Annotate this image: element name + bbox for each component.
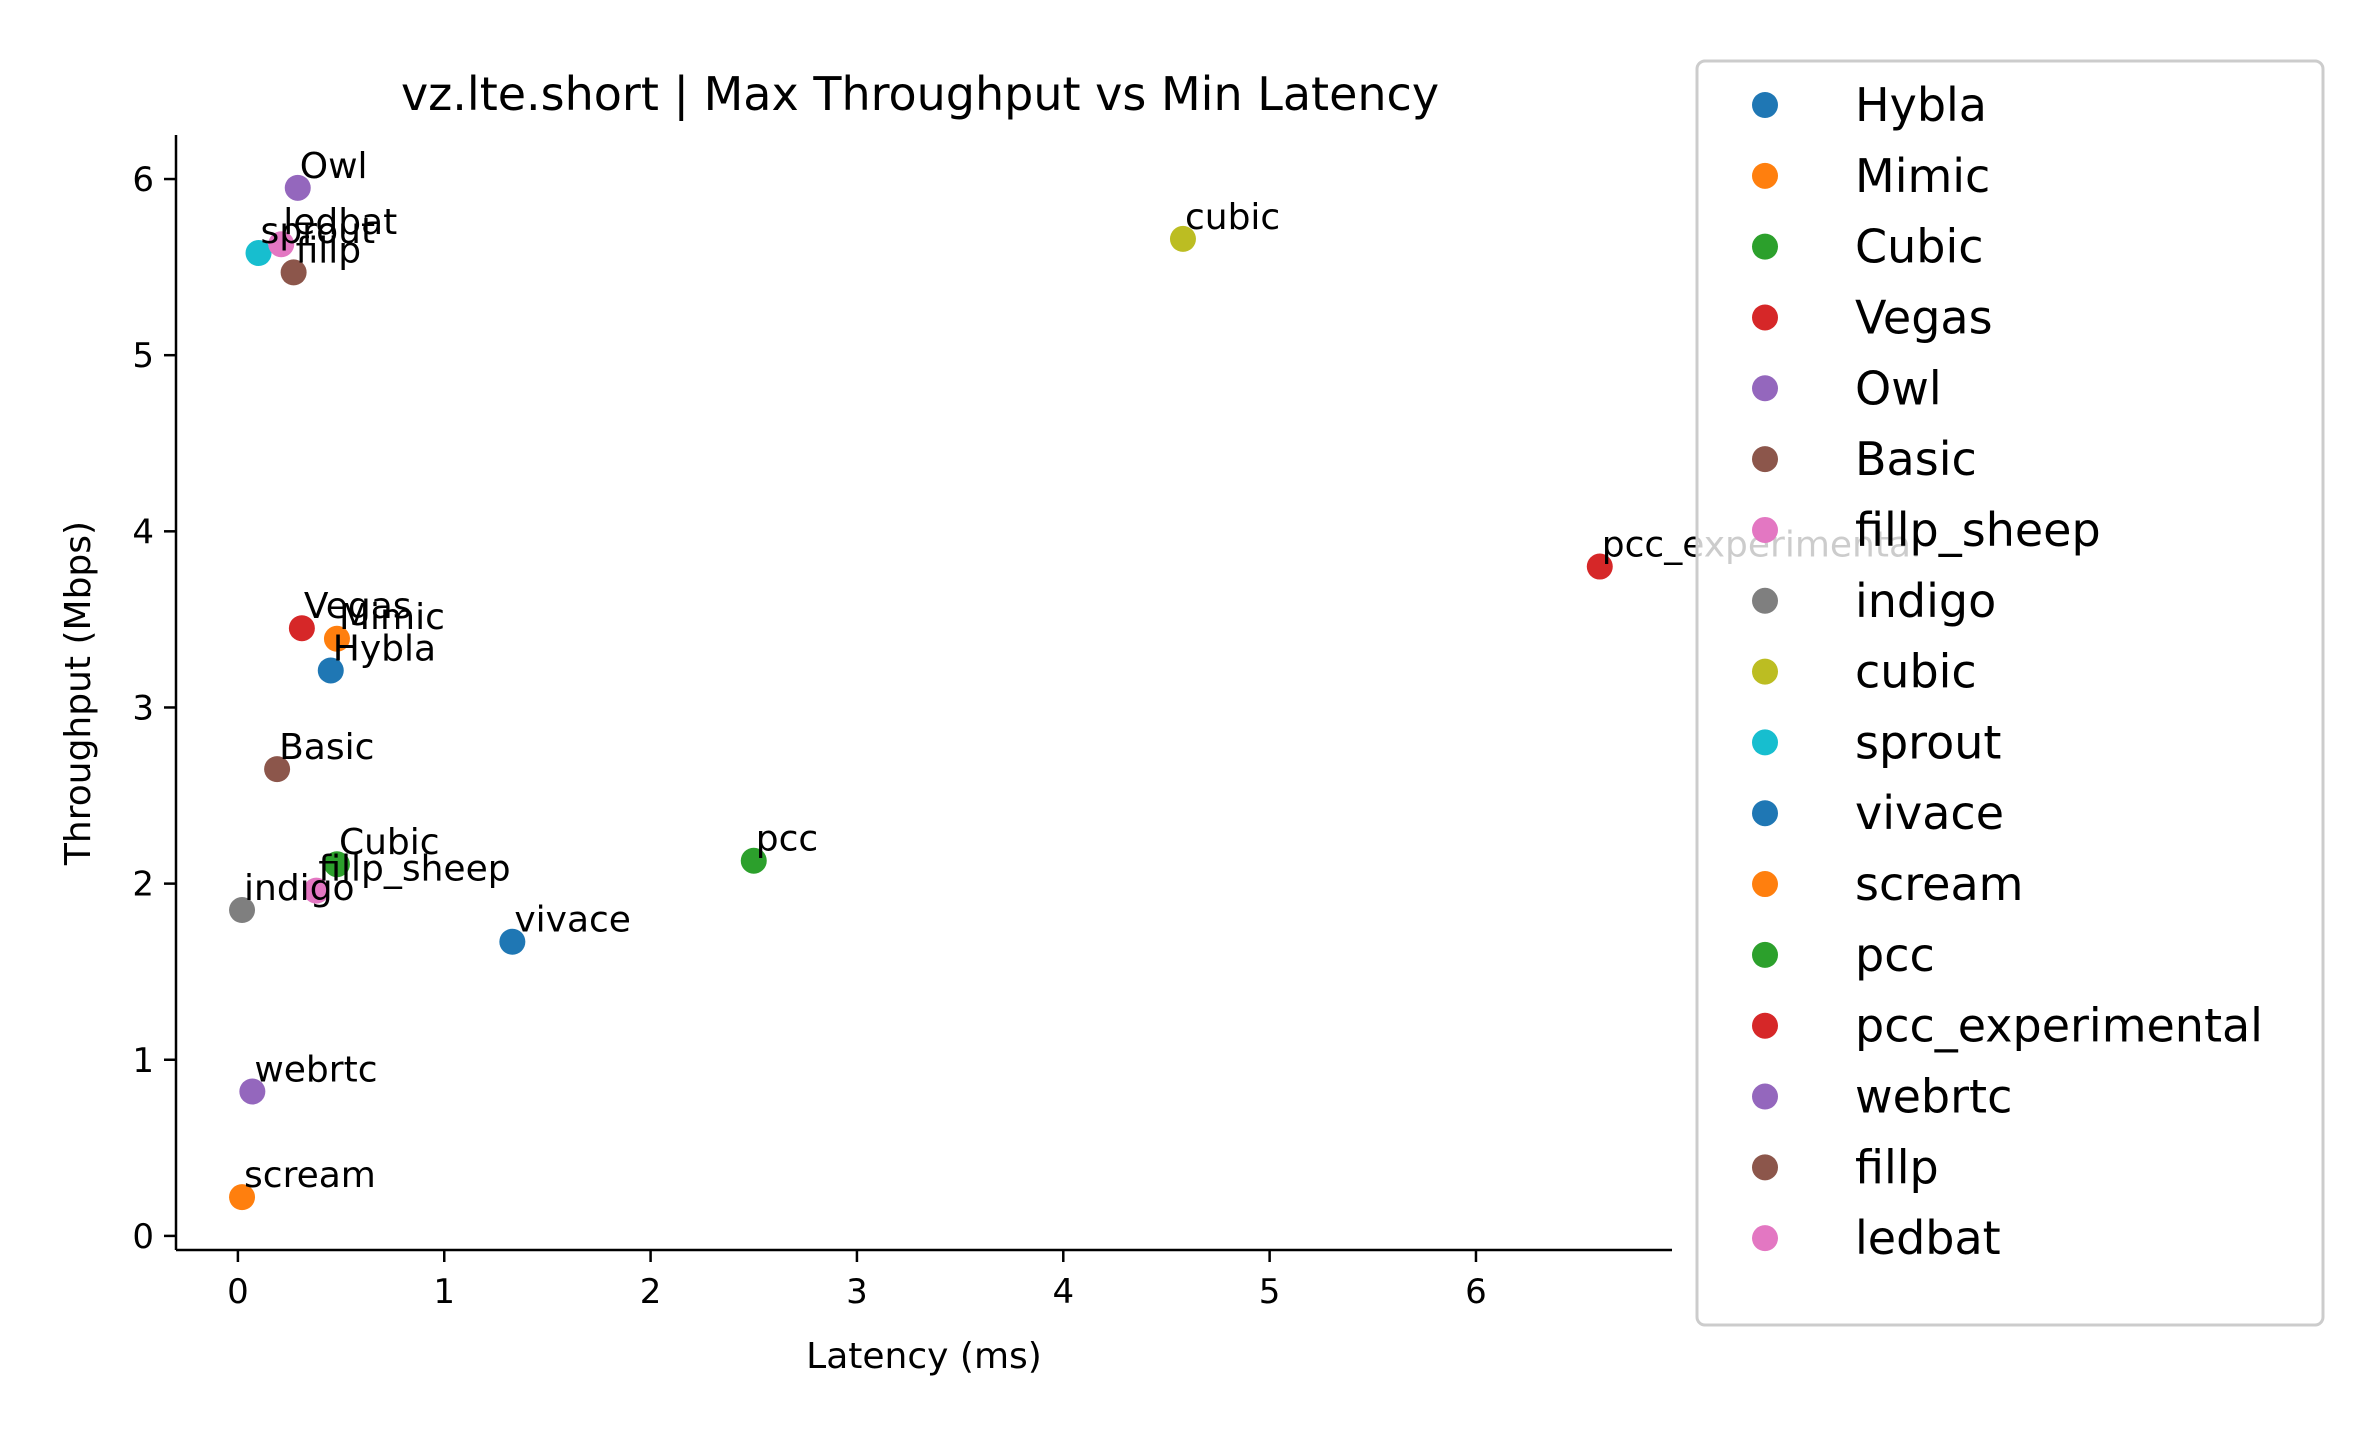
data-point-fillp-sheep <box>303 877 330 904</box>
legend-marker <box>1752 446 1778 473</box>
x-tick-label: 6 <box>1465 1272 1487 1312</box>
legend-label: fillp_sheep <box>1855 503 2101 557</box>
point-label: Hybla <box>333 628 436 669</box>
y-axis-title: Throughput (Mbps) <box>58 521 99 866</box>
legend-label: pcc_experimental <box>1855 999 2263 1053</box>
y-tick-label: 1 <box>132 1041 154 1081</box>
point-label: vivace <box>514 900 631 941</box>
x-tick-label: 0 <box>227 1272 249 1312</box>
legend-marker <box>1752 658 1778 685</box>
data-point-webrtc <box>239 1078 266 1105</box>
data-point-cubic <box>323 851 350 878</box>
legend-marker <box>1752 92 1778 118</box>
point-label: Mimic <box>339 597 445 638</box>
y-tick-label: 3 <box>132 688 154 728</box>
legend-marker <box>1752 1225 1778 1252</box>
data-point-pcc <box>740 847 767 874</box>
legend-label: pcc <box>1855 928 1935 982</box>
legend-label: cubic <box>1855 645 1977 699</box>
legend-label: indigo <box>1855 574 1996 628</box>
x-ticks: 0 1 2 3 4 5 6 <box>227 1250 1487 1312</box>
legend-label: Vegas <box>1855 290 1993 344</box>
legend: Hybla Mimic Cubic Vegas Owl Basic fillp_sheepi… <box>1695 59 2325 1327</box>
legend-label: Cubic <box>1855 220 1984 274</box>
x-tick-label: 4 <box>1052 1272 1074 1312</box>
x-tick-label: 1 <box>433 1272 455 1312</box>
legend-label: webrtc <box>1855 1070 2012 1124</box>
y-tick-label: 0 <box>132 1217 154 1257</box>
point-label: indigo <box>244 868 355 909</box>
data-point-cubic <box>1169 225 1196 252</box>
x-tick-label: 5 <box>1259 1272 1281 1312</box>
point-label: ledbat <box>283 202 397 243</box>
legend-marker <box>1752 800 1778 827</box>
legend-label: vivace <box>1855 786 2004 840</box>
point-label: Vegas <box>304 586 412 627</box>
x-axis-title: Latency (ms) <box>806 1336 1042 1377</box>
x-tick-label: 3 <box>846 1272 868 1312</box>
legend-label: fillp <box>1855 1140 1939 1194</box>
x-tick-label: 2 <box>640 1272 662 1312</box>
legend-marker <box>1752 304 1778 331</box>
point-label: cubic <box>1185 197 1280 238</box>
legend-marker <box>1752 375 1778 402</box>
y-tick-label: 5 <box>132 336 154 376</box>
legend-marker <box>1752 516 1778 543</box>
legend-box <box>1695 59 2325 1327</box>
data-point-hybla <box>317 657 344 684</box>
data-point-vegas <box>288 615 315 642</box>
legend-label: Basic <box>1855 432 1977 486</box>
point-label: Basic <box>279 727 374 768</box>
legend-marker <box>1752 941 1778 968</box>
legend-label: Owl <box>1855 361 1942 415</box>
legend-label: scream <box>1855 857 2023 911</box>
y-tick-label: 4 <box>132 512 154 552</box>
chart-title: vz.lte.short | Max Throughput vs Min Lat… <box>401 67 1439 122</box>
point-label: webrtc <box>254 1049 377 1090</box>
legend-marker <box>1752 1012 1778 1039</box>
legend-label: Mimic <box>1855 149 1990 203</box>
data-point-vivace <box>499 928 526 955</box>
legend-marker <box>1752 233 1778 260</box>
legend-marker <box>1752 871 1778 898</box>
y-tick-label: 2 <box>132 865 154 905</box>
legend-marker <box>1752 1154 1778 1181</box>
data-point-scream <box>229 1184 256 1211</box>
data-point-owl <box>284 174 311 201</box>
data-point-pcc-experimental <box>1586 553 1613 580</box>
data-point-fillp <box>280 259 307 286</box>
y-tick-label: 6 <box>132 160 154 200</box>
point-label: sprout <box>261 211 376 252</box>
legend-marker <box>1752 162 1778 189</box>
legend-marker <box>1752 729 1778 756</box>
point-label: Owl <box>300 146 368 187</box>
y-ticks: 0 1 2 3 4 5 6 <box>132 160 176 1257</box>
legend-marker <box>1752 1083 1778 1110</box>
data-point-sprout <box>245 240 272 267</box>
data-point-mimic <box>323 625 350 652</box>
legend-label: ledbat <box>1855 1211 2001 1265</box>
legend-label: sprout <box>1855 715 2001 769</box>
data-point-ledbat <box>268 231 295 258</box>
point-label: pcc <box>756 819 818 860</box>
point-label: fillp <box>296 230 362 271</box>
data-point-indigo <box>229 897 256 924</box>
legend-marker <box>1752 587 1778 614</box>
point-label: Cubic <box>339 822 440 863</box>
data-point-basic <box>264 756 291 783</box>
point-label: scream <box>244 1155 376 1196</box>
legend-label: Hybla <box>1855 78 1987 132</box>
point-label: fillp_sheep <box>318 849 510 890</box>
